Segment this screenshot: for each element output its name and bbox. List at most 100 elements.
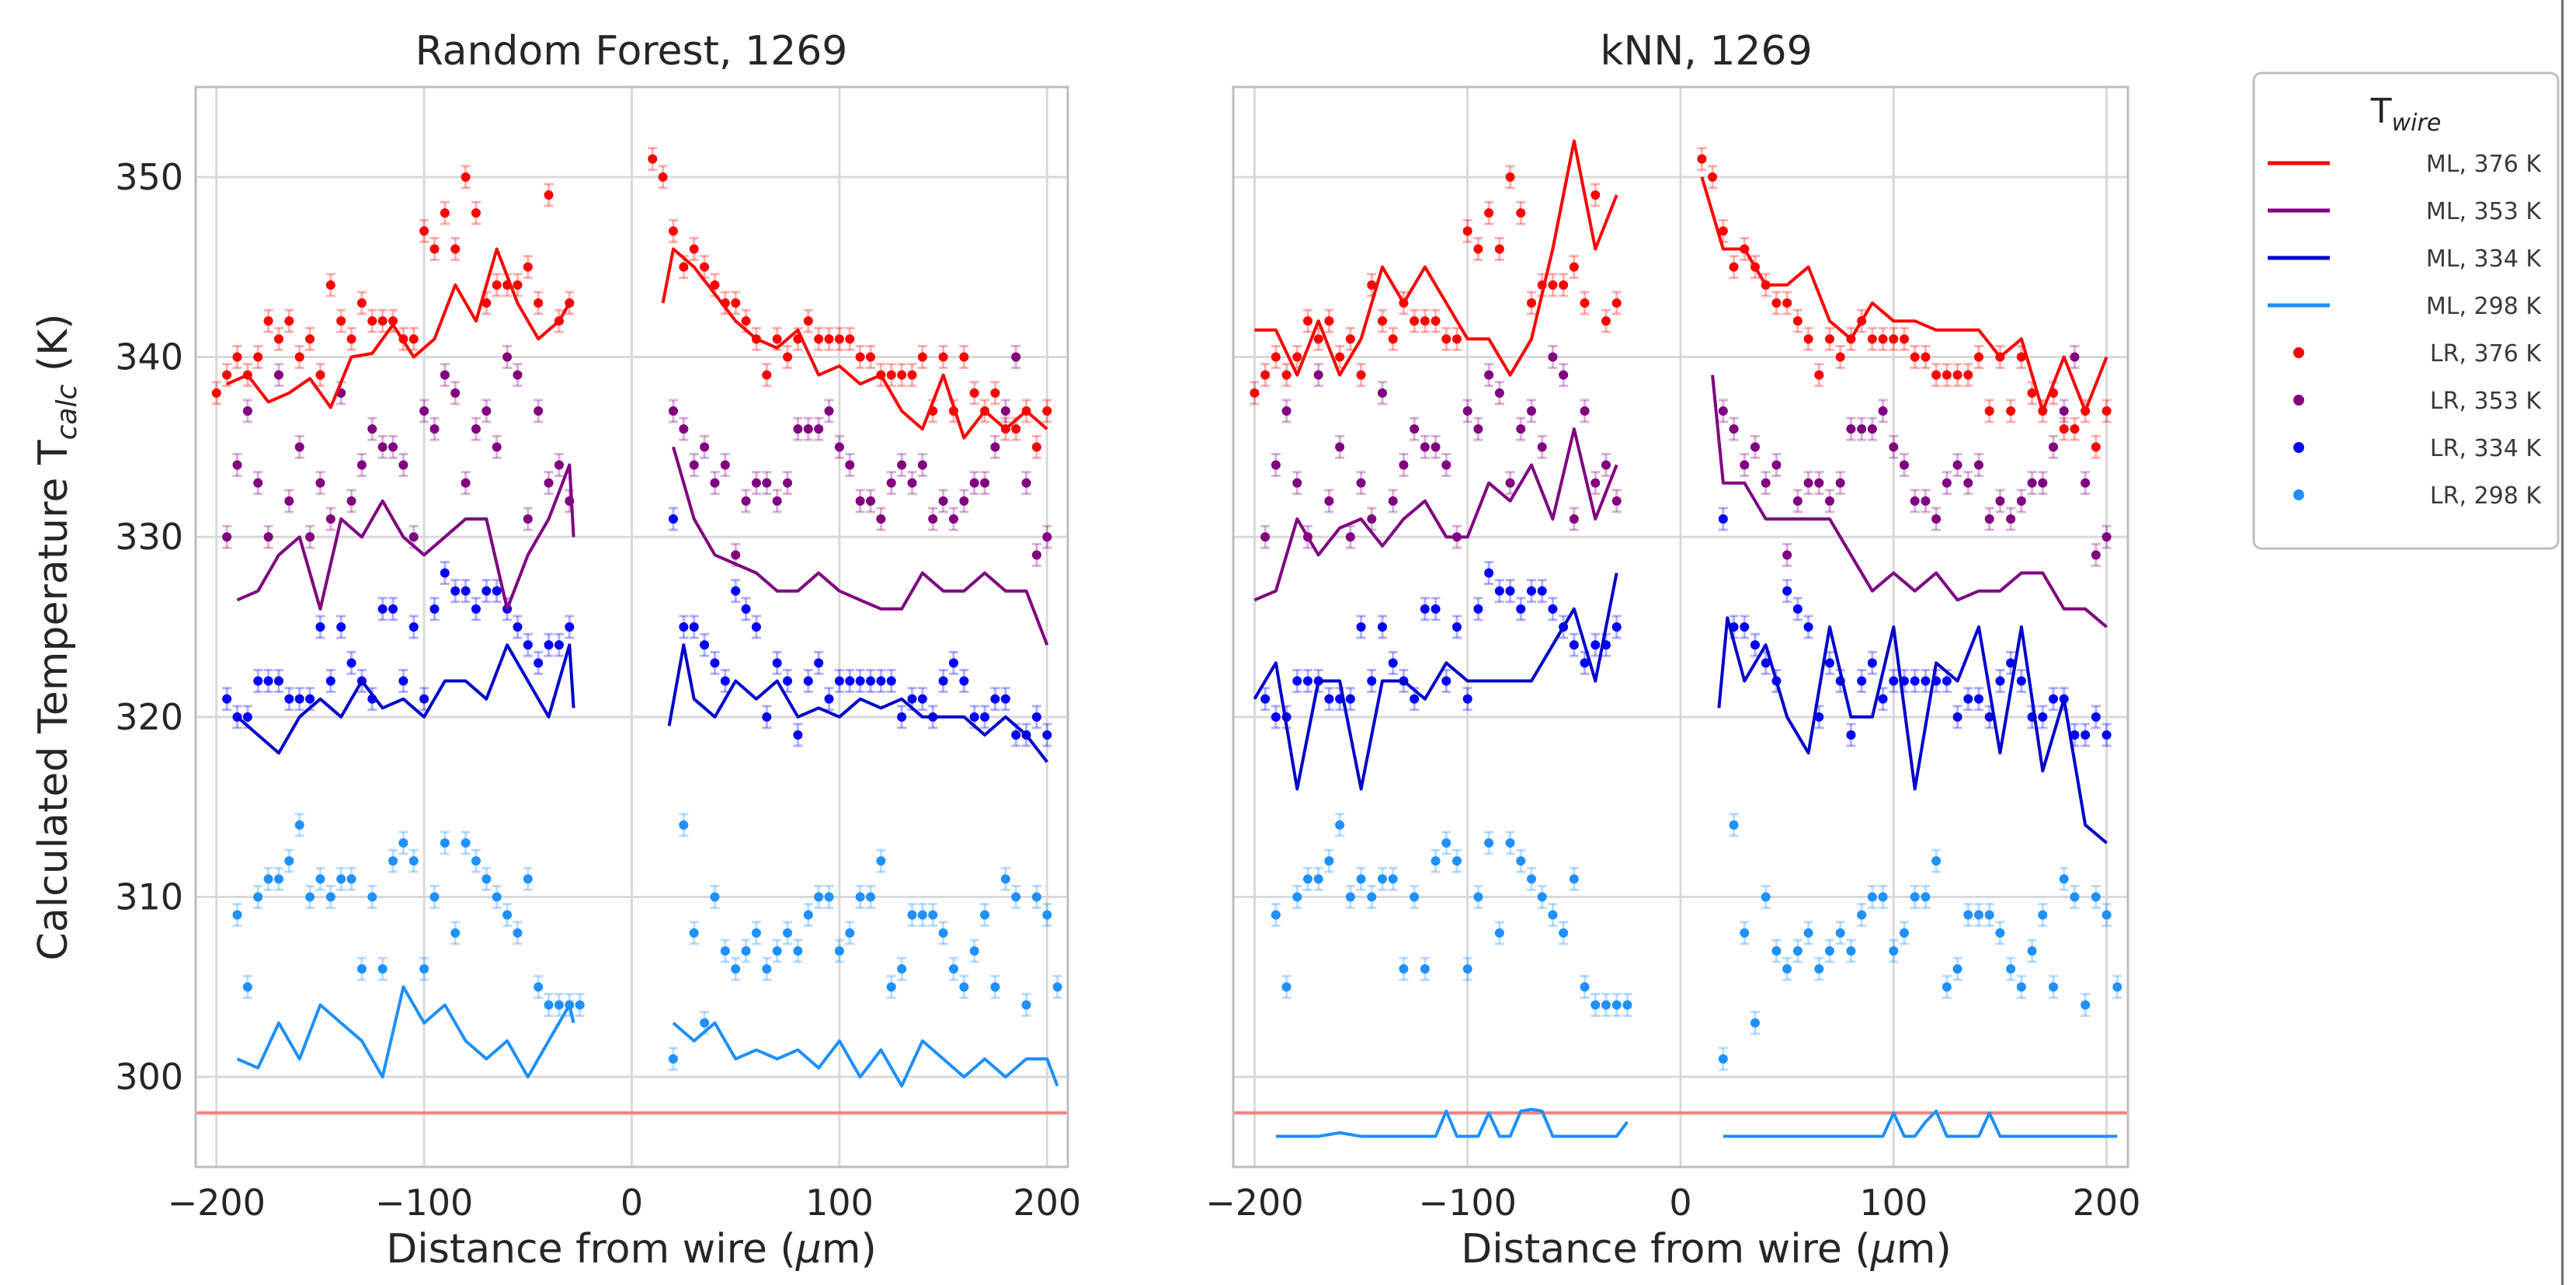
point-lr-353-k [762, 478, 772, 488]
point-lr-334-k [284, 694, 294, 704]
point-lr-376-k [1335, 352, 1345, 362]
point-lr-334-k [1260, 694, 1271, 704]
point-lr-334-k [720, 676, 730, 686]
point-lr-353-k [534, 406, 544, 416]
point-lr-353-k [1462, 406, 1472, 416]
point-lr-353-k [876, 514, 886, 524]
point-lr-298-k [907, 910, 917, 920]
point-lr-376-k [1590, 190, 1601, 200]
point-lr-334-k [1921, 676, 1931, 686]
point-lr-298-k [1750, 1018, 1760, 1028]
y-ticks-random-forest: 300 310 320 330 340 350 [115, 156, 183, 1098]
point-lr-334-k [1388, 658, 1398, 668]
point-lr-353-k [1527, 406, 1536, 416]
point-lr-353-k [346, 496, 356, 506]
point-lr-376-k [2091, 442, 2101, 452]
point-lr-353-k [783, 478, 793, 488]
point-lr-376-k [534, 298, 544, 308]
point-lr-353-k [1356, 478, 1366, 488]
point-lr-298-k [1324, 856, 1334, 866]
point-lr-298-k [398, 838, 408, 848]
point-lr-298-k [751, 928, 761, 938]
point-lr-334-k [751, 622, 761, 632]
point-lr-298-k [1000, 874, 1010, 884]
point-lr-376-k [1271, 352, 1281, 362]
point-lr-298-k [1345, 892, 1355, 902]
point-lr-298-k [284, 856, 294, 866]
point-lr-334-k [1825, 658, 1834, 668]
point-lr-353-k [1441, 460, 1451, 470]
point-lr-376-k [1952, 370, 1962, 380]
point-lr-376-k [523, 262, 533, 272]
point-lr-376-k [429, 244, 440, 254]
point-lr-298-k [1011, 892, 1021, 902]
point-lr-334-k [398, 676, 408, 686]
point-lr-298-k [990, 982, 1000, 992]
point-lr-376-k [2059, 424, 2069, 434]
x-tick-label: −100 [1419, 1182, 1517, 1224]
point-lr-376-k [1431, 316, 1441, 326]
point-lr-334-k [263, 676, 273, 686]
point-lr-298-k [1910, 892, 1920, 902]
point-lr-376-k [1708, 172, 1718, 182]
legend-entries: ML, 376 K ML, 353 K ML, 334 K ML, 298 K LR, … [2268, 151, 2542, 510]
point-lr-353-k [513, 370, 523, 380]
point-lr-353-k [668, 406, 678, 416]
point-lr-353-k [1011, 352, 1021, 362]
point-lr-298-k [1378, 874, 1387, 884]
point-lr-298-k [980, 910, 990, 920]
point-lr-376-k [1420, 316, 1430, 326]
point-lr-353-k [1494, 388, 1504, 398]
point-lr-353-k [2027, 478, 2037, 488]
point-lr-298-k [253, 892, 263, 902]
point-lr-353-k [824, 406, 834, 416]
point-lr-334-k [1452, 622, 1462, 632]
point-lr-334-k [346, 658, 356, 668]
point-lr-298-k [429, 892, 440, 902]
point-lr-353-k [1782, 550, 1792, 560]
line-ml-298-k [236, 985, 575, 1079]
point-lr-298-k [2006, 964, 2016, 974]
point-lr-353-k [1963, 478, 1973, 488]
point-lr-298-k [1031, 892, 1041, 902]
point-lr-353-k [1021, 478, 1031, 488]
point-lr-353-k [1995, 496, 2005, 506]
point-lr-298-k [2091, 892, 2101, 902]
line-ml-298-k [1723, 1109, 2118, 1138]
point-lr-334-k [1974, 694, 1983, 704]
point-lr-298-k [689, 928, 699, 938]
point-lr-334-k [1271, 712, 1281, 722]
point-lr-334-k [1718, 514, 1728, 524]
point-lr-376-k [1867, 334, 1877, 344]
point-lr-376-k [1345, 334, 1355, 344]
point-lr-353-k [523, 514, 533, 524]
point-lr-334-k [544, 640, 554, 650]
point-lr-298-k [377, 964, 388, 974]
point-lr-376-k [855, 352, 865, 362]
point-lr-334-k [336, 622, 346, 632]
point-lr-298-k [834, 946, 844, 956]
point-lr-334-k [1324, 694, 1334, 704]
point-lr-353-k [1000, 406, 1010, 416]
point-lr-334-k [1303, 676, 1312, 686]
point-lr-298-k [1931, 856, 1942, 866]
point-lr-376-k [1011, 424, 1021, 434]
point-lr-334-k [1494, 586, 1504, 596]
point-lr-376-k [1718, 226, 1728, 236]
point-lr-298-k [471, 856, 481, 866]
point-lr-353-k [814, 424, 824, 434]
point-lr-353-k [294, 442, 304, 452]
point-lr-353-k [1931, 514, 1942, 524]
point-lr-298-k [232, 910, 242, 920]
point-lr-353-k [1473, 424, 1483, 434]
x-tick-label: 0 [1669, 1182, 1691, 1224]
point-lr-353-k [461, 478, 471, 488]
point-lr-298-k [367, 892, 377, 902]
line-ml-298-k [672, 1021, 1059, 1088]
grid-random-forest [196, 87, 1068, 1167]
chart-title-random-forest: Random Forest, 1269 [415, 28, 848, 75]
point-lr-334-k [980, 712, 990, 722]
point-lr-334-k [492, 586, 502, 596]
point-lr-298-k [1601, 1000, 1611, 1010]
point-lr-334-k [679, 622, 689, 632]
